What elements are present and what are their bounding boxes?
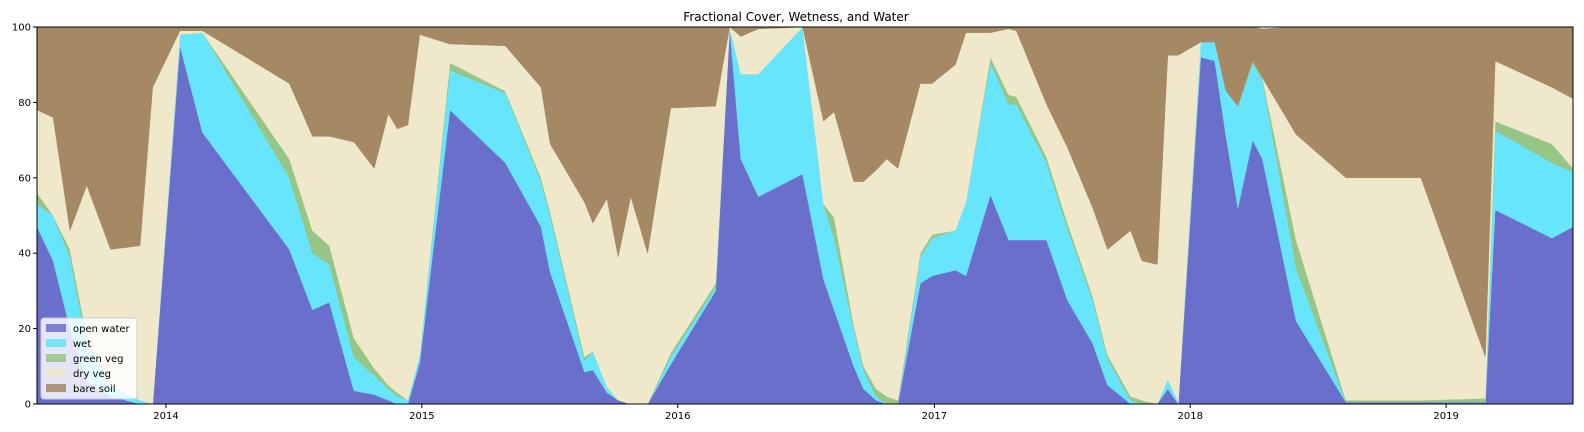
- y-tick-label: 100: [12, 23, 31, 34]
- x-tick-label: 2018: [1178, 411, 1203, 422]
- legend-swatch: [46, 384, 66, 392]
- x-axis: 2014 2015 2016 2017 2018 2019: [153, 404, 1459, 422]
- x-tick-label: 2016: [665, 411, 690, 422]
- legend-swatch: [46, 324, 66, 332]
- x-tick-label: 2014: [153, 411, 178, 422]
- legend-label: bare soil: [73, 384, 116, 395]
- x-tick-label: 2015: [409, 411, 434, 422]
- legend-box: [40, 317, 138, 400]
- y-tick-label: 20: [18, 324, 31, 335]
- y-tick-label: 80: [18, 98, 31, 109]
- legend-label: open water: [73, 324, 131, 335]
- legend-swatch: [46, 369, 66, 377]
- legend-label: dry veg: [73, 369, 111, 380]
- y-tick-label: 60: [18, 173, 31, 184]
- legend-label: wet: [73, 339, 91, 350]
- stacked-areas: [36, 26, 1574, 405]
- y-tick-label: 40: [18, 249, 31, 260]
- legend-label: green veg: [73, 354, 123, 365]
- legend-swatch: [46, 354, 66, 362]
- legend-swatch: [46, 339, 66, 347]
- y-tick-label: 0: [25, 400, 31, 411]
- x-tick-label: 2019: [1433, 411, 1458, 422]
- x-tick-label: 2017: [922, 411, 947, 422]
- legend: open water wet green veg dry veg bare soil: [40, 317, 138, 400]
- plot-frame: [36, 26, 1574, 405]
- chart-title: Fractional Cover, Wetness, and Water: [683, 10, 908, 24]
- y-axis: 0 20 40 60 80 100: [12, 23, 37, 411]
